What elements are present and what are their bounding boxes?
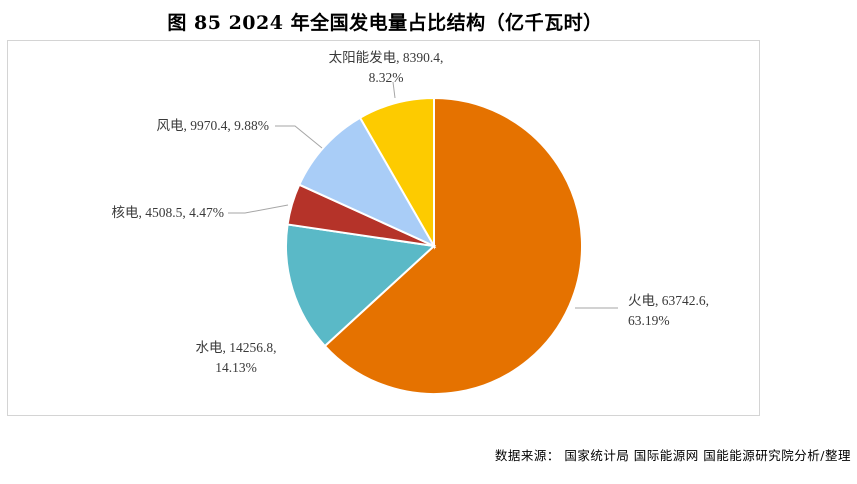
figure-title: 图 85 2024 年全国发电量占比结构（亿千瓦时） [167,12,603,34]
data-label-3: 核电, 4508.5, 4.47% [112,205,225,220]
pie-slice-5 [358,96,435,250]
leader-line-5 [392,81,396,99]
data-labels: 火电, 63742.6, 63.19% 水电, 14256.8, 14.13% 核电, … [112,50,710,375]
source-note: 数据来源： 国家统计局 国际能源网 国能能源研究院分析/整理 [494,448,851,463]
pie-slices [285,96,584,395]
pie-slice-4 [297,116,437,249]
pie-slice-2 [285,223,437,348]
leader-line-3 [228,204,289,214]
data-label-4: 风电, 9970.4, 9.88% [157,118,270,133]
data-label-2: 水电, 14256.8, 14.13% [196,340,277,375]
leader-lines [228,81,618,309]
pie-slice-1 [323,96,584,395]
data-label-5: 太阳能发电, 8390.4, 8.32% [329,50,444,85]
data-label-1: 火电, 63742.6, 63.19% [628,293,709,328]
leader-line-4 [275,125,323,149]
